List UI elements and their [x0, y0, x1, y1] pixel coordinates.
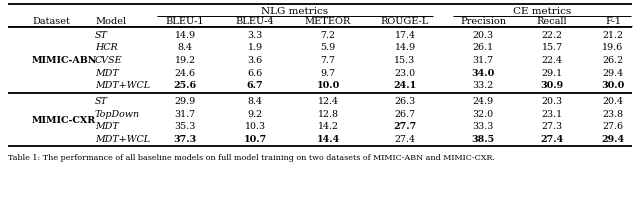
Text: TopDown: TopDown	[95, 109, 140, 118]
Text: 25.6: 25.6	[173, 81, 196, 90]
Text: 22.4: 22.4	[541, 56, 563, 65]
Text: ST: ST	[95, 31, 108, 40]
Text: 20.3: 20.3	[472, 31, 493, 40]
Text: Model: Model	[95, 17, 126, 26]
Text: 29.9: 29.9	[174, 97, 196, 106]
Text: 12.8: 12.8	[317, 109, 339, 118]
Text: 19.2: 19.2	[175, 56, 196, 65]
Text: 29.4: 29.4	[602, 68, 623, 77]
Text: 6.6: 6.6	[248, 68, 262, 77]
Text: MDT: MDT	[95, 122, 119, 131]
Text: 20.4: 20.4	[602, 97, 623, 106]
Text: 1.9: 1.9	[248, 43, 262, 52]
Text: MIMIC-CXR: MIMIC-CXR	[32, 115, 96, 124]
Text: BLEU-4: BLEU-4	[236, 17, 275, 26]
Text: 27.7: 27.7	[394, 122, 417, 131]
Text: 14.9: 14.9	[394, 43, 415, 52]
Text: 24.9: 24.9	[472, 97, 493, 106]
Text: 29.1: 29.1	[541, 68, 563, 77]
Text: 27.4: 27.4	[540, 134, 564, 143]
Text: 15.3: 15.3	[394, 56, 415, 65]
Text: 29.4: 29.4	[602, 134, 625, 143]
Text: 8.4: 8.4	[177, 43, 193, 52]
Text: 14.4: 14.4	[316, 134, 340, 143]
Text: 5.9: 5.9	[321, 43, 335, 52]
Text: 9.2: 9.2	[248, 109, 262, 118]
Text: 10.0: 10.0	[316, 81, 340, 90]
Text: ROUGE-L: ROUGE-L	[381, 17, 429, 26]
Text: 24.1: 24.1	[394, 81, 417, 90]
Text: 15.7: 15.7	[541, 43, 563, 52]
Text: 23.8: 23.8	[602, 109, 623, 118]
Text: CVSE: CVSE	[95, 56, 122, 65]
Text: 33.3: 33.3	[472, 122, 493, 131]
Text: 33.2: 33.2	[472, 81, 493, 90]
Text: F-1: F-1	[605, 17, 621, 26]
Text: 14.2: 14.2	[317, 122, 339, 131]
Text: 35.3: 35.3	[174, 122, 196, 131]
Text: 34.0: 34.0	[472, 68, 495, 77]
Text: 23.1: 23.1	[541, 109, 563, 118]
Text: 24.6: 24.6	[175, 68, 196, 77]
Text: BLEU-1: BLEU-1	[166, 17, 204, 26]
Text: METEOR: METEOR	[305, 17, 351, 26]
Text: 31.7: 31.7	[175, 109, 196, 118]
Text: 26.1: 26.1	[472, 43, 493, 52]
Text: 27.6: 27.6	[602, 122, 623, 131]
Text: 10.3: 10.3	[244, 122, 266, 131]
Text: Recall: Recall	[537, 17, 567, 26]
Text: 6.7: 6.7	[246, 81, 263, 90]
Text: 22.2: 22.2	[541, 31, 563, 40]
Text: Table 1: The performance of all baseline models on full model training on two da: Table 1: The performance of all baseline…	[8, 153, 495, 161]
Text: 38.5: 38.5	[472, 134, 495, 143]
Text: Precision: Precision	[460, 17, 506, 26]
Text: MDT+WCL: MDT+WCL	[95, 134, 150, 143]
Text: 27.3: 27.3	[541, 122, 563, 131]
Text: 7.7: 7.7	[321, 56, 335, 65]
Text: 27.4: 27.4	[394, 134, 415, 143]
Text: 21.2: 21.2	[602, 31, 623, 40]
Text: 30.9: 30.9	[540, 81, 564, 90]
Text: ST: ST	[95, 97, 108, 106]
Text: 14.9: 14.9	[175, 31, 196, 40]
Text: MIMIC-ABN: MIMIC-ABN	[32, 56, 97, 65]
Text: 12.4: 12.4	[317, 97, 339, 106]
Text: 19.6: 19.6	[602, 43, 623, 52]
Text: HCR: HCR	[95, 43, 118, 52]
Text: 26.2: 26.2	[602, 56, 623, 65]
Text: 7.2: 7.2	[321, 31, 335, 40]
Text: 17.4: 17.4	[394, 31, 415, 40]
Text: MDT: MDT	[95, 68, 119, 77]
Text: NLG metrics: NLG metrics	[261, 8, 328, 16]
Text: 31.7: 31.7	[472, 56, 493, 65]
Text: 32.0: 32.0	[472, 109, 493, 118]
Text: 23.0: 23.0	[394, 68, 415, 77]
Text: 20.3: 20.3	[541, 97, 563, 106]
Text: 26.7: 26.7	[394, 109, 415, 118]
Text: MDT+WCL: MDT+WCL	[95, 81, 150, 90]
Text: 3.3: 3.3	[248, 31, 262, 40]
Text: 26.3: 26.3	[394, 97, 415, 106]
Text: CE metrics: CE metrics	[513, 8, 571, 16]
Text: 9.7: 9.7	[321, 68, 335, 77]
Text: 30.0: 30.0	[602, 81, 625, 90]
Text: 8.4: 8.4	[248, 97, 262, 106]
Text: 10.7: 10.7	[243, 134, 267, 143]
Text: 3.6: 3.6	[248, 56, 262, 65]
Text: Dataset: Dataset	[32, 17, 70, 26]
Text: 37.3: 37.3	[173, 134, 196, 143]
